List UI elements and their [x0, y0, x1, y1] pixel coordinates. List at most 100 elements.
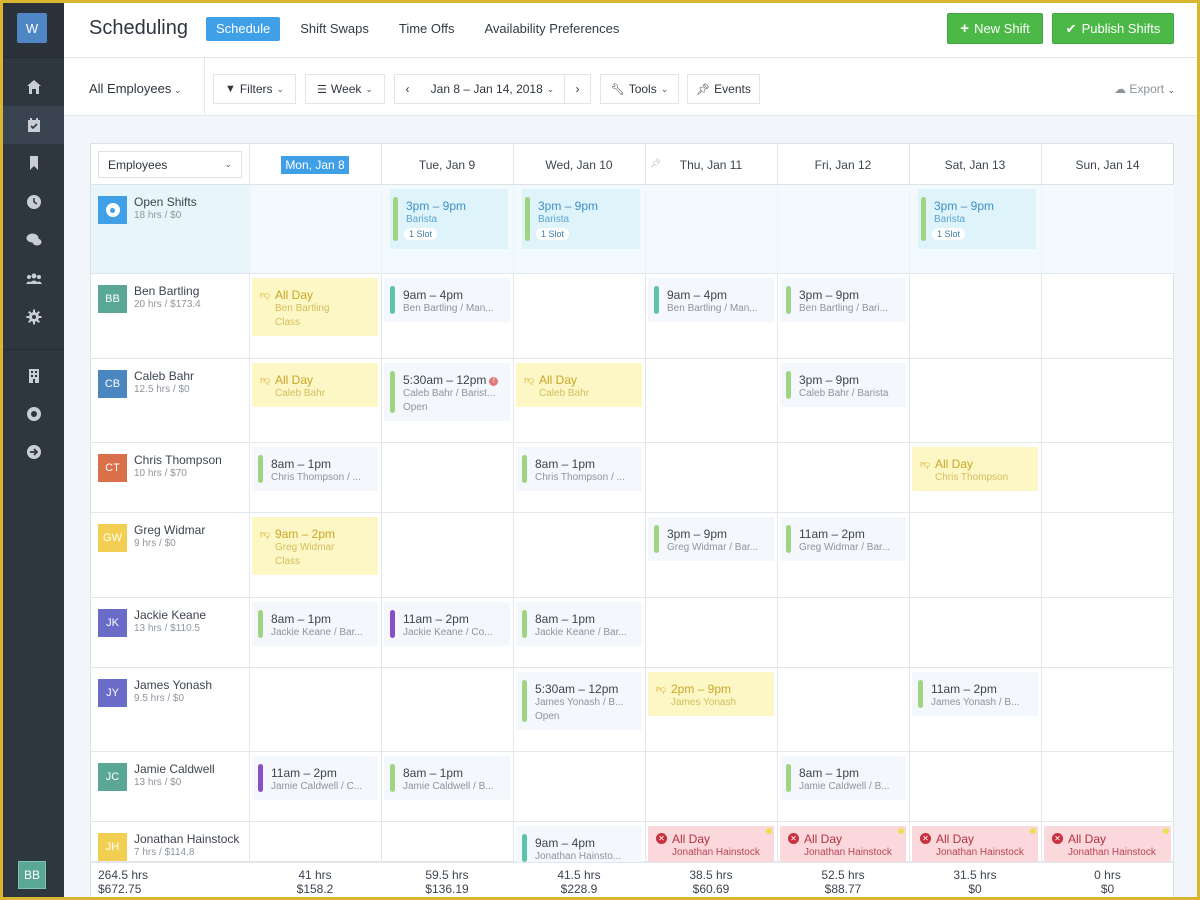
next-week-button[interactable]: ›: [564, 74, 591, 104]
day-header-4[interactable]: Fri, Jan 12: [777, 144, 909, 185]
shift-block[interactable]: 8am – 1pm Chris Thompson / ...: [516, 447, 642, 491]
shift-block[interactable]: 8am – 1pm Jackie Keane / Bar...: [516, 602, 642, 646]
date-range-picker[interactable]: Jan 8 – Jan 14, 2018 ⌄: [420, 74, 565, 104]
shift-detail: Jamie Caldwell / C...: [271, 781, 363, 792]
open-shift-block[interactable]: 3pm – 9pm Barista 1 Slot: [918, 189, 1036, 249]
employee-cell[interactable]: JC Jamie Caldwell 13 hrs / $0: [91, 752, 249, 821]
day-cell[interactable]: [778, 185, 909, 273]
shift-block[interactable]: 9am – 4pm Ben Bartling / Man...: [648, 278, 774, 322]
employee-cell[interactable]: GW Greg Widmar 9 hrs / $0: [91, 513, 249, 597]
sidebar-item-calendar-check[interactable]: [3, 106, 64, 144]
shift-time: All Day: [935, 457, 974, 471]
time-off-block[interactable]: 👎︎ All Day Chris Thompson: [912, 447, 1038, 491]
shift-color-bar: [390, 371, 395, 413]
shift-time: 3pm – 9pm: [667, 527, 728, 541]
employee-cell[interactable]: BB Ben Bartling 20 hrs / $173.4: [91, 274, 249, 358]
sidebar-item-team[interactable]: [3, 260, 64, 298]
column-divider: [249, 144, 250, 897]
shift-block[interactable]: 11am – 2pm James Yonash / B...: [912, 672, 1038, 716]
shift-block[interactable]: 3pm – 9pm Ben Bartling / Bari...: [780, 278, 906, 322]
column-divider: [1041, 144, 1042, 897]
shift-color-bar: [921, 197, 926, 241]
tools-button[interactable]: 🔧︎ Tools ⌄: [600, 74, 679, 104]
column-divider: [909, 144, 910, 897]
shift-block[interactable]: 9am – 4pm Ben Bartling / Man...: [384, 278, 510, 322]
check-icon: ✔: [1065, 20, 1077, 36]
employee-cell[interactable]: CT Chris Thompson 10 hrs / $70: [91, 443, 249, 512]
chevron-down-icon: ⌄: [546, 83, 555, 94]
prev-week-button[interactable]: ‹: [394, 74, 421, 104]
unavailable-block[interactable]: ✕ All Day Jonathan Hainstock: [780, 826, 906, 862]
tab-availability-preferences[interactable]: Availability Preferences: [484, 21, 620, 36]
shift-block[interactable]: 5:30am – 12pm! Caleb Bahr / Barist... Open: [384, 363, 510, 421]
sidebar-item-arrow-right-circle[interactable]: [3, 433, 64, 471]
app-logo[interactable]: W: [17, 13, 47, 43]
shift-block[interactable]: 11am – 2pm Jackie Keane / Co...: [384, 602, 510, 646]
employee-name: Ben Bartling: [134, 284, 200, 298]
day-cell[interactable]: [646, 185, 777, 273]
sidebar-item-chat[interactable]: [3, 221, 64, 259]
time-off-block[interactable]: 👎︎ 2pm – 9pm James Yonash: [648, 672, 774, 716]
shift-color-bar: [918, 680, 923, 708]
group-by-select[interactable]: Employees ⌄: [98, 151, 242, 178]
tab-time-offs[interactable]: Time Offs: [398, 21, 455, 36]
employee-cell[interactable]: JH Jonathan Hainstock 7 hrs / $114.8: [91, 822, 249, 861]
shift-block[interactable]: 11am – 2pm Jamie Caldwell / C...: [252, 756, 378, 800]
open-shifts-label[interactable]: Open Shifts 18 hrs / $0: [91, 185, 249, 273]
tab-shift-swaps[interactable]: Shift Swaps: [300, 21, 369, 36]
open-shift-block[interactable]: 3pm – 9pm Barista 1 Slot: [390, 189, 508, 249]
shift-block[interactable]: 5:30am – 12pm James Yonash / B... Open: [516, 672, 642, 730]
open-shift-block[interactable]: 3pm – 9pm Barista 1 Slot: [522, 189, 640, 249]
close-circle-icon: ✕: [656, 833, 667, 844]
view-select[interactable]: ☰ Week ⌄: [305, 74, 385, 104]
employee-cell[interactable]: JK Jackie Keane 13 hrs / $110.5: [91, 598, 249, 667]
sidebar-item-home[interactable]: [3, 68, 64, 106]
employee-name: James Yonash: [134, 678, 213, 692]
day-header-3[interactable]: 📌︎ Thu, Jan 11: [645, 144, 777, 185]
calendar-check-icon: [27, 118, 40, 132]
day-cell[interactable]: [250, 185, 381, 273]
day-header-2[interactable]: Wed, Jan 10: [513, 144, 645, 185]
shift-detail: Chris Thompson / ...: [535, 472, 625, 483]
time-off-block[interactable]: 👎︎ All Day Caleb Bahr: [516, 363, 642, 407]
time-off-block[interactable]: 👎︎ 9am – 2pm Greg Widmar Class: [252, 517, 378, 575]
tab-schedule[interactable]: Schedule: [206, 17, 281, 41]
shift-block[interactable]: 8am – 1pm Jamie Caldwell / B...: [780, 756, 906, 800]
new-shift-button[interactable]: + New Shift: [947, 13, 1043, 44]
sidebar-item-gear[interactable]: [3, 298, 64, 336]
time-off-block[interactable]: 👎︎ All Day Ben Bartling Class: [252, 278, 378, 336]
shift-detail: Caleb Bahr: [275, 388, 326, 399]
shift-block[interactable]: 8am – 1pm Chris Thompson / ...: [252, 447, 378, 491]
publish-shifts-button[interactable]: ✔ Publish Shifts: [1052, 13, 1174, 44]
day-header-0[interactable]: Mon, Jan 8: [249, 144, 381, 185]
day-header-1[interactable]: Tue, Jan 9: [381, 144, 513, 185]
shift-block[interactable]: 8am – 1pm Jamie Caldwell / B...: [384, 756, 510, 800]
unavailable-block[interactable]: ✕ All Day Jonathan Hainstock: [648, 826, 774, 862]
events-button[interactable]: 📌︎ Events: [687, 74, 760, 104]
sidebar-item-clock[interactable]: [3, 183, 64, 221]
sidebar-item-bookmark[interactable]: [3, 144, 64, 182]
employee-row: JC Jamie Caldwell 13 hrs / $0: [91, 752, 1173, 822]
unavailable-block[interactable]: ✕ All Day Jonathan Hainstock: [912, 826, 1038, 862]
user-avatar[interactable]: BB: [18, 861, 46, 889]
sidebar-item-building[interactable]: [3, 357, 64, 395]
day-label: Mon, Jan 8: [281, 155, 349, 174]
day-header-6[interactable]: Sun, Jan 14: [1041, 144, 1174, 185]
time-off-block[interactable]: 👎︎ All Day Caleb Bahr: [252, 363, 378, 407]
shift-color-bar: [786, 286, 791, 314]
unavailable-block[interactable]: ✕ All Day Jonathan Hainstock: [1044, 826, 1171, 862]
day-header-5[interactable]: Sat, Jan 13: [909, 144, 1041, 185]
employee-filter-dropdown[interactable]: All Employees ⌄: [89, 81, 182, 96]
shift-block[interactable]: 3pm – 9pm Caleb Bahr / Barista: [780, 363, 906, 407]
sidebar-item-lifebuoy[interactable]: [3, 395, 64, 433]
day-cell[interactable]: [1042, 185, 1174, 273]
employee-cell[interactable]: JY James Yonash 9.5 hrs / $0: [91, 668, 249, 751]
shift-block[interactable]: 3pm – 9pm Greg Widmar / Bar...: [648, 517, 774, 561]
shift-block[interactable]: 11am – 2pm Greg Widmar / Bar...: [780, 517, 906, 561]
status-dot: [898, 828, 904, 834]
shift-detail: Jackie Keane / Bar...: [271, 627, 363, 638]
shift-block[interactable]: 8am – 1pm Jackie Keane / Bar...: [252, 602, 378, 646]
filters-button[interactable]: ▼ Filters ⌄: [213, 74, 296, 104]
export-button[interactable]: ☁ Export ⌄: [1114, 82, 1175, 96]
employee-cell[interactable]: CB Caleb Bahr 12.5 hrs / $0: [91, 359, 249, 442]
